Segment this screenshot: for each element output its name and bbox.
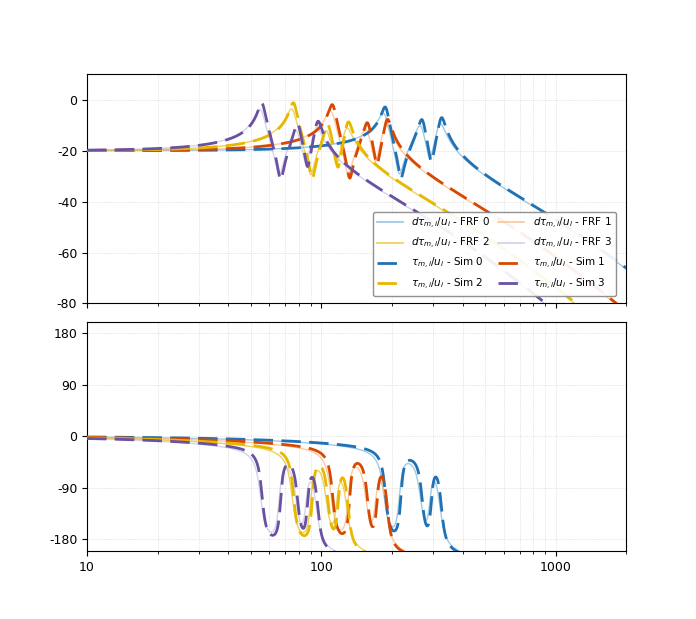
Legend: $d\tau_{m,i}/u_i$ - FRF 0, $d\tau_{m,i}/u_i$ - FRF 2, $\tau_{m,i}/u_i$ - Sim 0, : $d\tau_{m,i}/u_i$ - FRF 0, $d\tau_{m,i}/… bbox=[372, 212, 616, 296]
